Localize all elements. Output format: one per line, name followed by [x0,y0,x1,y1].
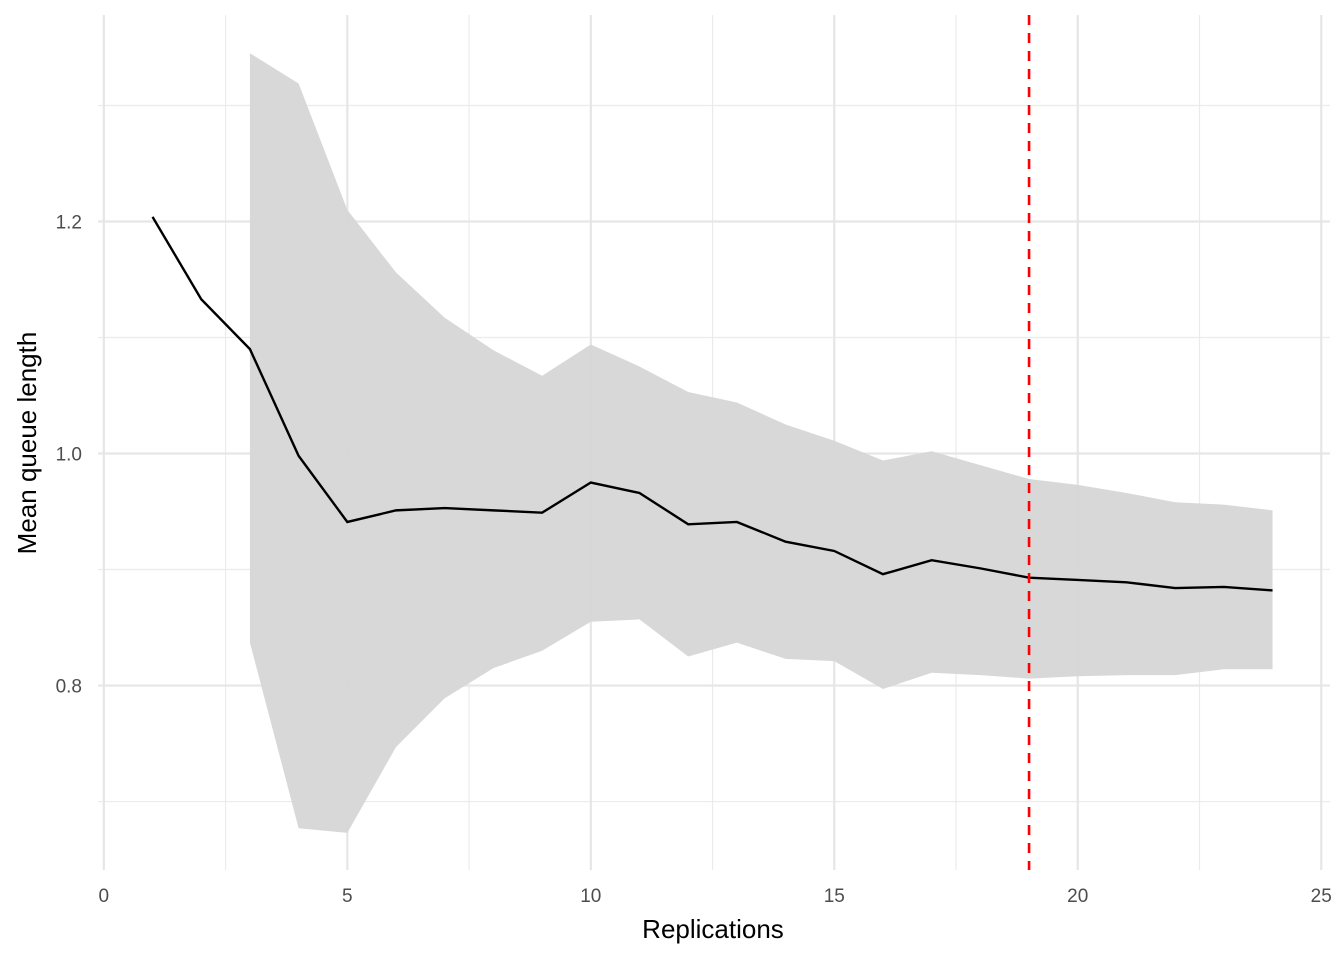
y-axis-label: Mean queue length [12,332,42,555]
x-tick-label: 0 [99,886,110,907]
x-axis-label: Replications [642,914,784,944]
x-tick-label: 15 [824,886,845,907]
y-tick-label: 1.2 [56,212,82,233]
x-tick-label: 20 [1067,886,1088,907]
confidence-ribbon [250,53,1273,833]
x-tick-label: 5 [342,886,353,907]
y-tick-label: 0.8 [56,677,82,698]
x-tick-label: 10 [580,886,601,907]
y-tick-label: 1.0 [56,445,82,466]
ribbon-area [250,53,1273,833]
x-tick-label: 25 [1311,886,1332,907]
